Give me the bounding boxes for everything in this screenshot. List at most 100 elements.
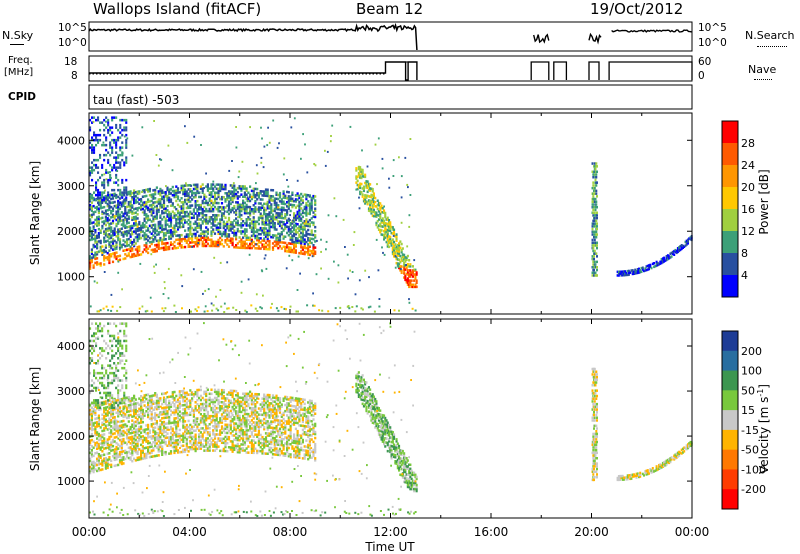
heatmap-cell (233, 444, 236, 447)
heatmap-cell (113, 194, 116, 198)
heatmap-cell (282, 245, 285, 248)
heatmap-cell (268, 194, 271, 198)
heatmap-cell (321, 309, 324, 312)
heatmap-cell (410, 273, 413, 276)
heatmap-cell (213, 220, 217, 223)
heatmap-cell (191, 397, 194, 400)
heatmap-cell (120, 219, 123, 222)
heatmap-cell (162, 248, 166, 252)
heatmap-cell (175, 207, 178, 211)
heatmap-cell (247, 236, 250, 239)
heatmap-cell (252, 208, 255, 211)
heatmap-cell (169, 188, 173, 191)
heatmap-cell (145, 200, 148, 204)
heatmap-cell (133, 394, 136, 398)
heatmap-cell (300, 217, 303, 220)
heatmap-cell (594, 178, 597, 182)
heatmap-cell (159, 220, 162, 223)
heatmap-cell (141, 211, 144, 214)
heatmap-cell (171, 395, 174, 398)
heatmap-cell (351, 271, 354, 273)
heatmap-cell (115, 116, 118, 119)
heatmap-cell (252, 216, 255, 219)
heatmap-cell (178, 234, 181, 237)
heatmap-cell (189, 190, 192, 193)
heatmap-cell (101, 429, 104, 433)
heatmap-cell (171, 427, 174, 430)
heatmap-cell (108, 243, 111, 246)
heatmap-cell (192, 187, 195, 191)
heatmap-cell (210, 234, 213, 237)
heatmap-cell (203, 431, 206, 434)
heatmap-cell (362, 185, 365, 188)
heatmap-cell (275, 197, 278, 201)
heatmap-cell (626, 269, 629, 273)
heatmap-cell (191, 409, 194, 412)
heatmap-cell (117, 199, 120, 203)
heatmap-cell (231, 223, 234, 226)
heatmap-cell (592, 230, 595, 234)
heatmap-cell (215, 390, 218, 394)
nsky-trace-segment (588, 32, 602, 45)
heatmap-cell (376, 207, 379, 211)
heatmap-cell (111, 410, 115, 413)
heatmap-cell (140, 198, 143, 201)
heatmap-cell (143, 430, 146, 434)
heatmap-cell (152, 400, 155, 403)
heatmap-cell (175, 433, 178, 436)
heatmap-cell (103, 123, 106, 127)
heatmap-cell (103, 212, 106, 215)
heatmap-cell (229, 389, 232, 392)
heatmap-cell (291, 205, 294, 209)
heatmap-cell (249, 214, 252, 217)
heatmap-cell (376, 220, 379, 223)
heatmap-cell (164, 223, 167, 227)
heatmap-cell (298, 194, 301, 198)
heatmap-cell (171, 433, 174, 437)
heatmap-cell (204, 305, 207, 308)
heatmap-cell (224, 417, 227, 420)
heatmap-cell (222, 214, 225, 217)
heatmap-cell (227, 227, 231, 230)
heatmap-cell (168, 419, 171, 423)
heatmap-cell (106, 219, 109, 222)
heatmap-cell (277, 236, 280, 240)
heatmap-cell (203, 242, 206, 246)
heatmap-cell (227, 415, 231, 419)
heatmap-cell (398, 248, 401, 251)
heatmap-cell (173, 421, 176, 424)
heatmap-cell (208, 423, 211, 426)
heatmap-cell (203, 310, 206, 313)
heatmap-cell (266, 213, 269, 216)
heatmap-cell (168, 190, 171, 193)
heatmap-cell (215, 419, 218, 422)
heatmap-cell (140, 421, 143, 424)
heatmap-cell (226, 198, 229, 201)
heatmap-cell (122, 214, 125, 218)
heatmap-cell (591, 170, 594, 173)
heatmap-cell (219, 407, 222, 410)
heatmap-cell (266, 237, 269, 241)
heatmap-cell (103, 255, 106, 258)
heatmap-cell (668, 257, 671, 260)
heatmap-cell (161, 195, 164, 199)
heatmap-cell (226, 427, 229, 431)
heatmap-cell (110, 222, 113, 225)
heatmap-cell (131, 429, 134, 432)
heatmap-cell (240, 218, 243, 221)
heatmap-cell (155, 405, 158, 409)
heatmap-cell (399, 246, 402, 250)
heatmap-cell (106, 424, 109, 427)
heatmap-cell (592, 211, 595, 214)
heatmap-cell (222, 224, 225, 228)
heatmap-cell (161, 451, 164, 454)
heatmap-cell (89, 411, 92, 414)
heatmap-cell (277, 240, 280, 244)
heatmap-cell (357, 173, 360, 177)
heatmap-cell (184, 235, 187, 239)
heatmap-cell (108, 423, 111, 427)
heatmap-cell (249, 209, 252, 213)
heatmap-cell (113, 428, 116, 431)
heatmap-cell (278, 214, 282, 217)
heatmap-cell (227, 194, 231, 197)
